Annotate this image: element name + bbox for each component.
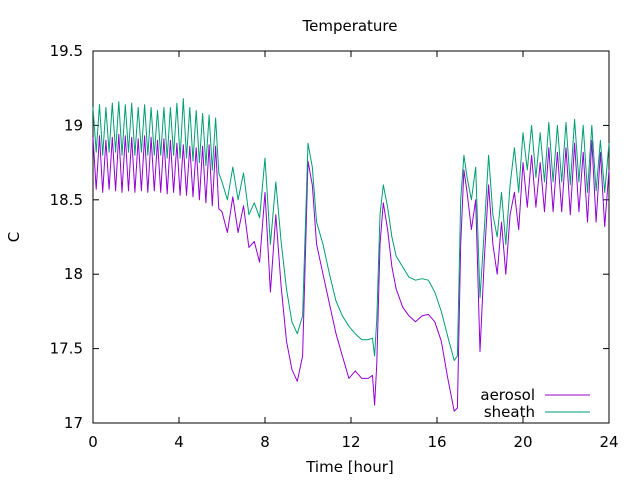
legend-label-aerosol: aerosol [480,386,535,404]
series-line-sheath [92,98,610,361]
y-tick-label: 18 [64,265,83,283]
y-tick-label: 17.5 [50,340,83,358]
chart-title: Temperature [301,17,397,35]
y-tick-label: 18.5 [50,191,83,209]
series-line-aerosol [92,133,610,412]
x-tick-label: 12 [341,433,360,451]
x-tick-label: 8 [260,433,270,451]
x-tick-label: 4 [174,433,184,451]
y-tick-label: 19 [64,116,83,134]
x-tick-label: 24 [599,433,618,451]
plot-frame [92,50,610,424]
x-axis-label: Time [hour] [305,458,394,476]
x-tick-label: 0 [88,433,98,451]
x-tick-label: 16 [427,433,446,451]
axis-ticks: 0 4 8 12 16 20 24 17 17.5 18 18.5 19 19.5 [50,42,619,451]
y-tick-label: 17 [64,414,83,432]
y-axis-label: C [5,232,23,242]
legend-label-sheath: sheath [484,403,535,421]
y-tick-label: 19.5 [50,42,83,60]
x-tick-label: 20 [513,433,532,451]
series-layer [92,98,610,412]
